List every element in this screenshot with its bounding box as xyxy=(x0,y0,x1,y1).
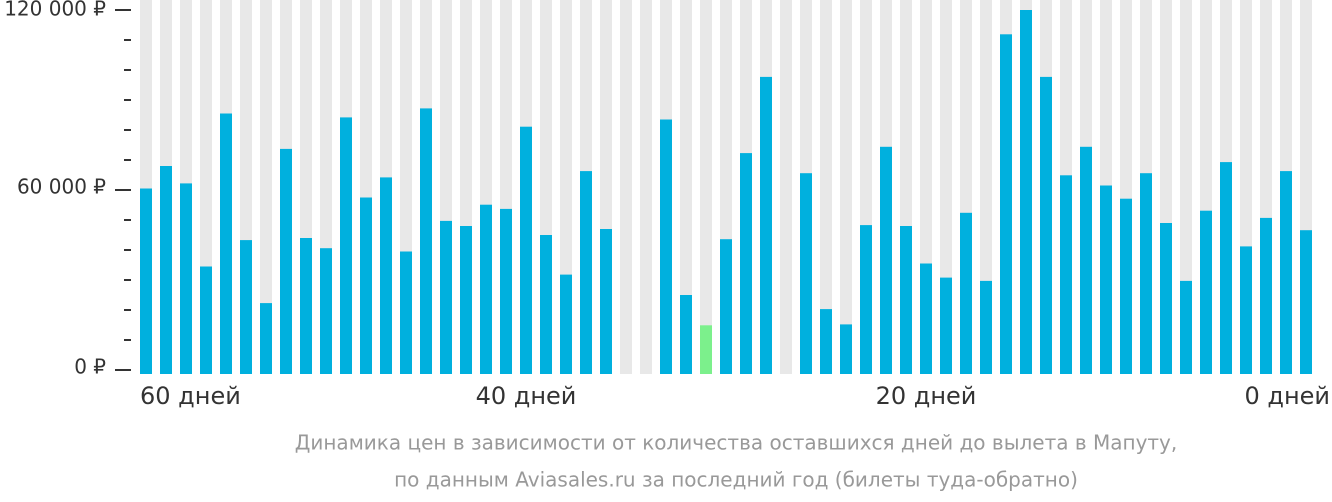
bar xyxy=(860,225,872,374)
stripe xyxy=(1180,0,1192,374)
stripe xyxy=(700,0,712,374)
bar xyxy=(300,238,312,374)
bar xyxy=(880,146,892,374)
bar xyxy=(1280,171,1292,374)
x-tick-label: 40 дней xyxy=(476,382,577,410)
bar xyxy=(260,303,272,374)
caption: Динамика цен в зависимости от количества… xyxy=(295,431,1178,455)
bar xyxy=(1140,173,1152,374)
stripe xyxy=(840,0,852,374)
bar xyxy=(360,197,372,374)
x-tick-label: 0 дней xyxy=(1244,382,1330,410)
bar xyxy=(500,208,512,374)
bar xyxy=(960,212,972,374)
stripe xyxy=(260,0,272,374)
bar xyxy=(420,108,432,375)
bar xyxy=(1160,223,1172,374)
bar xyxy=(1120,198,1132,374)
y-tick-label: 60 000 ₽ xyxy=(17,175,106,199)
caption: по данным Aviasales.ru за последний год … xyxy=(394,468,1078,492)
bar xyxy=(380,177,392,374)
bar xyxy=(560,274,572,374)
bar xyxy=(1000,34,1012,375)
y-tick-label: 0 ₽ xyxy=(74,355,106,379)
bar xyxy=(980,280,992,374)
x-tick-label: 20 дней xyxy=(876,382,977,410)
stripe xyxy=(980,0,992,374)
x-tick-label: 60 дней xyxy=(140,382,241,410)
bar xyxy=(200,266,212,374)
stripe xyxy=(620,0,632,374)
bar xyxy=(480,204,492,374)
bar xyxy=(340,117,352,375)
bar xyxy=(440,220,452,374)
bar xyxy=(600,229,612,374)
bar xyxy=(140,188,152,374)
bar xyxy=(760,76,772,375)
bar xyxy=(1300,230,1312,374)
bar xyxy=(1060,175,1072,374)
bar xyxy=(1100,185,1112,374)
bar xyxy=(700,325,712,374)
stripe xyxy=(640,0,652,374)
bar xyxy=(1020,10,1032,374)
bar xyxy=(540,235,552,374)
bar xyxy=(160,166,172,374)
bar xyxy=(660,119,672,374)
bar xyxy=(1200,210,1212,374)
bar xyxy=(1260,217,1272,374)
bar xyxy=(520,126,532,374)
bar xyxy=(400,251,412,374)
bar xyxy=(940,277,952,374)
bar xyxy=(820,309,832,374)
bar xyxy=(720,239,732,374)
bar xyxy=(1080,146,1092,374)
bar xyxy=(320,248,332,374)
stripe xyxy=(780,0,792,374)
bar xyxy=(180,183,192,374)
bar xyxy=(1180,280,1192,374)
bar xyxy=(220,113,232,374)
bar xyxy=(580,171,592,374)
bar xyxy=(460,226,472,374)
bar xyxy=(680,295,692,374)
bar xyxy=(840,324,852,374)
bar xyxy=(280,148,292,374)
y-tick-label: 120 000 ₽ xyxy=(4,0,106,21)
stripe xyxy=(680,0,692,374)
bar xyxy=(1240,246,1252,374)
bar xyxy=(1040,76,1052,375)
bar xyxy=(900,226,912,374)
stripe xyxy=(820,0,832,374)
bar xyxy=(1220,162,1232,374)
bar xyxy=(740,153,752,374)
bar xyxy=(800,173,812,374)
bar xyxy=(920,263,932,374)
bar xyxy=(240,240,252,374)
